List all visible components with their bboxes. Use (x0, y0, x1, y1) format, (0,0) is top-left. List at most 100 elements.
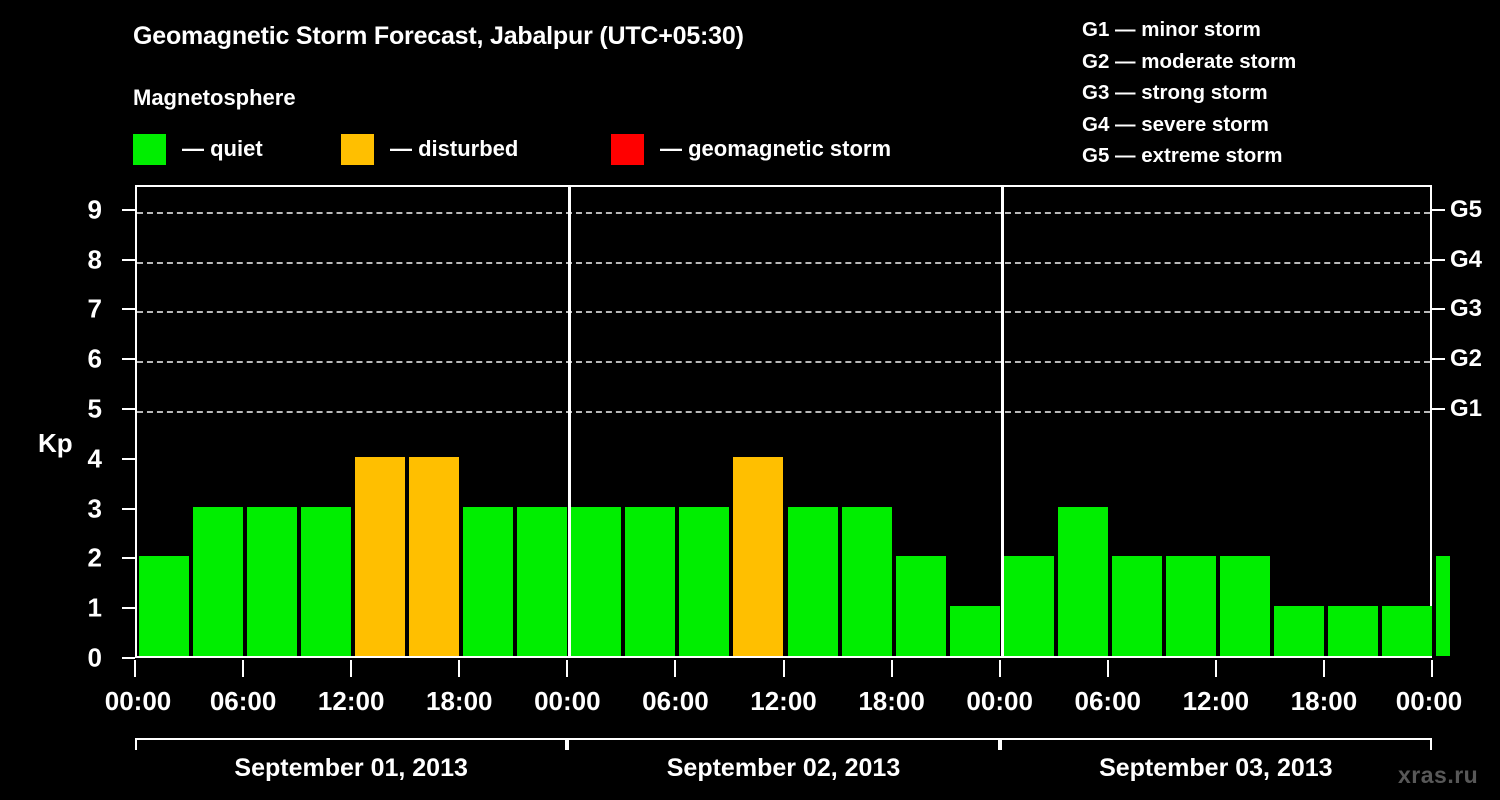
x-tick-mark (134, 660, 136, 677)
y-tick-mark (122, 557, 135, 560)
bar (1381, 606, 1432, 656)
x-tick-mark (1106, 660, 1109, 677)
y-tick-label: 6 (87, 343, 102, 374)
y-tick-mark (122, 657, 135, 659)
bar (1327, 606, 1378, 656)
bar (895, 556, 946, 656)
y-tick-mark (122, 507, 135, 510)
bar (1165, 556, 1216, 656)
bar (949, 606, 1000, 656)
g-scale-legend-row: G3 — strong storm (1082, 81, 1268, 104)
watermark: xras.ru (1398, 762, 1479, 788)
gridline (137, 361, 1430, 364)
g-tick-mark (1432, 308, 1445, 311)
g-scale-legend: G1 — minor storm G2 — moderate storm G3 — … (1062, 14, 1482, 172)
x-tick-label: 00:00 (1395, 686, 1463, 716)
bar (409, 456, 460, 656)
legend-color-swatch (133, 133, 166, 165)
bar (517, 506, 568, 656)
plot-inner (137, 187, 1450, 656)
y-tick-mark (122, 258, 135, 261)
x-tick-label: 18:00 (858, 686, 925, 716)
day-bracket (567, 738, 1000, 750)
y-tick-mark (122, 408, 135, 411)
bar (787, 506, 838, 656)
bar (193, 506, 244, 656)
day-bracket (999, 738, 1432, 750)
x-tick-mark (350, 660, 353, 677)
bar (355, 456, 406, 656)
bar (1436, 556, 1450, 656)
y-tick-mark (122, 358, 135, 361)
legend-entry-label: — disturbed (390, 136, 519, 161)
legend-color-swatch (341, 133, 374, 165)
legend-entry: — quiet (133, 133, 263, 165)
gridline (137, 411, 1430, 414)
magnetosphere-label: Magnetosphere (133, 85, 296, 110)
x-tick-label: 00:00 (966, 686, 1033, 716)
y-tick-mark (122, 607, 135, 610)
x-tick-mark (1214, 660, 1217, 677)
bar (571, 506, 622, 656)
x-tick-label: 12:00 (317, 686, 385, 716)
x-tick-label: 06:00 (1074, 686, 1142, 716)
bar (301, 506, 352, 656)
legend-entry: — geomagnetic storm (611, 133, 891, 165)
g-scale-legend-row: G2 — moderate storm (1082, 49, 1297, 73)
bar (1003, 556, 1054, 656)
bar (733, 456, 784, 656)
y-tick-label: 5 (87, 393, 102, 424)
x-tick-mark (1322, 660, 1325, 677)
g-tick-mark (1432, 208, 1445, 211)
day-bracket (135, 738, 568, 750)
gridline (137, 311, 1430, 314)
day-label: September 02, 2013 (666, 754, 901, 782)
g-tick-label: G1 (1450, 395, 1483, 423)
bar (1273, 606, 1324, 656)
x-tick-mark (242, 660, 245, 677)
gridline (137, 261, 1430, 264)
g-tick-mark (1432, 408, 1445, 411)
g-scale-legend-row: G1 — minor storm (1082, 18, 1261, 41)
y-tick-label: 4 (87, 443, 102, 474)
page-title: Geomagnetic Storm Forecast, Jabalpur (UT… (133, 22, 744, 50)
x-tick-label: 06:00 (642, 686, 709, 716)
g-scale-legend-row: G5 — extreme storm (1082, 144, 1283, 167)
y-tick-label: 9 (87, 194, 102, 225)
x-tick-label: 06:00 (209, 686, 277, 716)
y-tick-mark (122, 308, 135, 311)
y-tick-label: 2 (87, 542, 102, 573)
x-tick-label: 18:00 (426, 686, 493, 716)
bar (1111, 556, 1162, 656)
y-tick-label: 0 (87, 642, 102, 673)
y-axis-title: Kp (38, 428, 73, 458)
x-tick-label: 18:00 (1290, 686, 1358, 716)
y-tick-mark (122, 208, 135, 211)
x-tick-mark (890, 660, 893, 677)
bar (1219, 556, 1270, 656)
gridline (137, 211, 1430, 214)
g-tick-label: G5 (1450, 195, 1483, 223)
legend-entry: — disturbed (341, 133, 518, 165)
g-tick-mark (1432, 358, 1445, 361)
day-separator (1000, 187, 1004, 656)
legend-entry-label: — quiet (182, 136, 263, 161)
bar (1057, 506, 1108, 656)
x-tick-label: 00:00 (534, 686, 601, 716)
day-label: September 01, 2013 (234, 754, 468, 782)
day-separator (568, 187, 572, 656)
x-tick-mark (998, 660, 1001, 677)
plot-area (135, 185, 1450, 658)
x-tick-label: 12:00 (750, 686, 817, 716)
g-tick-label: G2 (1450, 345, 1483, 373)
bar (247, 506, 298, 656)
y-tick-mark (122, 457, 135, 460)
g-tick-label: G4 (1450, 245, 1483, 273)
legend-entry-label: — geomagnetic storm (660, 136, 892, 161)
bar (679, 506, 730, 656)
y-tick-label: 7 (87, 293, 102, 324)
x-tick-mark (1431, 660, 1433, 677)
x-tick-mark (458, 660, 461, 677)
x-tick-mark (782, 660, 785, 677)
day-label: September 03, 2013 (1099, 754, 1333, 782)
